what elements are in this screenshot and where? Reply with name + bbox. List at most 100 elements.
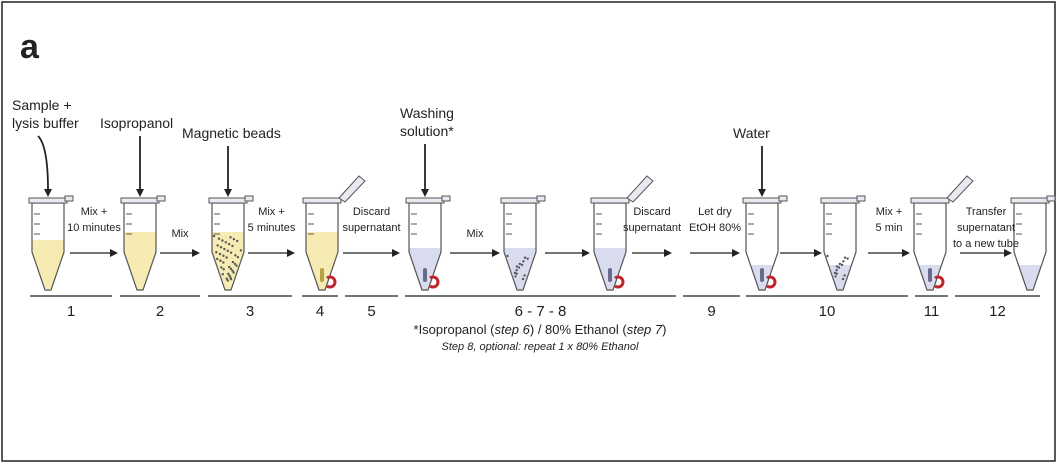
bead [514,275,516,277]
bead [223,248,225,250]
bead [219,253,221,255]
step-number: 4 [316,303,324,320]
tube-rim [209,198,247,203]
tube-rim [743,198,781,203]
bead [216,244,218,246]
arrow-label: Mix + [876,206,903,218]
bead [240,249,242,251]
arrow-label: Let dry [698,206,732,218]
bead [230,268,232,270]
bead [228,266,230,268]
tube-rim [501,198,539,203]
step-number: 5 [367,303,375,320]
bead [227,273,229,275]
bead [229,236,231,238]
step-number: 2 [156,303,164,320]
bead [506,255,508,257]
arrow-label: 10 minutes [67,222,121,234]
bead [514,272,516,274]
pellet [320,268,324,282]
bead [841,264,843,266]
bead [220,266,222,268]
arrow-label: 5 min [876,222,903,234]
reagent-label: Isopropanol [100,115,173,131]
footnote-part: *Isopropanol ( [414,322,496,337]
arrow-label: Mix + [258,206,285,218]
bead [225,256,227,258]
bead [227,250,229,252]
arrow-label: supernatant [342,222,400,234]
bead [839,263,841,265]
footnote: *Isopropanol (step 6) / 80% Ethanol (ste… [414,322,667,337]
tube-rim [911,198,949,203]
bead [223,268,225,270]
step-number: 9 [707,303,715,320]
bead [220,246,222,248]
bead [236,240,238,242]
step-number: 10 [819,303,836,320]
bead [846,257,848,259]
bead [826,255,828,257]
bead [225,241,227,243]
bead [230,251,232,253]
bead [524,256,526,258]
tube-lid [157,196,165,201]
bead [222,255,224,257]
bead [215,251,217,253]
tube-rim [29,198,67,203]
tube-rim [1011,198,1049,203]
tube-lid [779,196,787,201]
reagent-label: solution* [400,123,454,139]
bead [231,245,233,247]
bead [834,272,836,274]
tube-lid [65,196,73,201]
arrow-label: supernatant [623,222,681,234]
bead [834,275,836,277]
tube-lid [537,196,545,201]
arrow-label: Mix [466,228,484,240]
bead [235,265,237,267]
pellet [423,268,427,282]
tube-rim [591,198,629,203]
bead [516,265,518,267]
bead [222,273,224,275]
bead [522,278,524,280]
tube-rim [406,198,444,203]
arrow-label: Discard [633,206,670,218]
footnote-part: step 7 [627,322,663,337]
reagent-label: lysis buffer [12,115,79,131]
bead [219,260,221,262]
arrow-label: 5 minutes [248,222,296,234]
arrow-label: Mix [171,228,189,240]
bead [836,265,838,267]
arrow-label: Transfer [966,206,1007,218]
bead [216,258,218,260]
arrow-label: to a new tube [953,238,1019,250]
arrow-label: supernatant [957,222,1015,234]
bead [226,278,228,280]
bead [518,266,520,268]
tube-lid [857,196,865,201]
tube-lid [442,196,450,201]
bead [232,261,234,263]
bead [842,260,844,262]
bead [515,269,517,271]
step-number: 6 - 7 - 8 [515,303,567,320]
pellet [928,268,932,282]
arrow-label: Mix + [81,206,108,218]
bead [234,254,236,256]
footnote-note: Step 8, optional: repeat 1 x 80% Ethanol [442,341,639,353]
step-number: 12 [989,303,1006,320]
bead [521,264,523,266]
bead [844,256,846,258]
tube-rim [121,198,159,203]
bead [234,263,236,265]
bead [842,278,844,280]
bead [233,238,235,240]
bead [835,269,837,271]
step-number: 3 [246,303,254,320]
figure-label: a [20,28,40,66]
bead [222,261,224,263]
bead [218,238,220,240]
tube-rim [821,198,859,203]
